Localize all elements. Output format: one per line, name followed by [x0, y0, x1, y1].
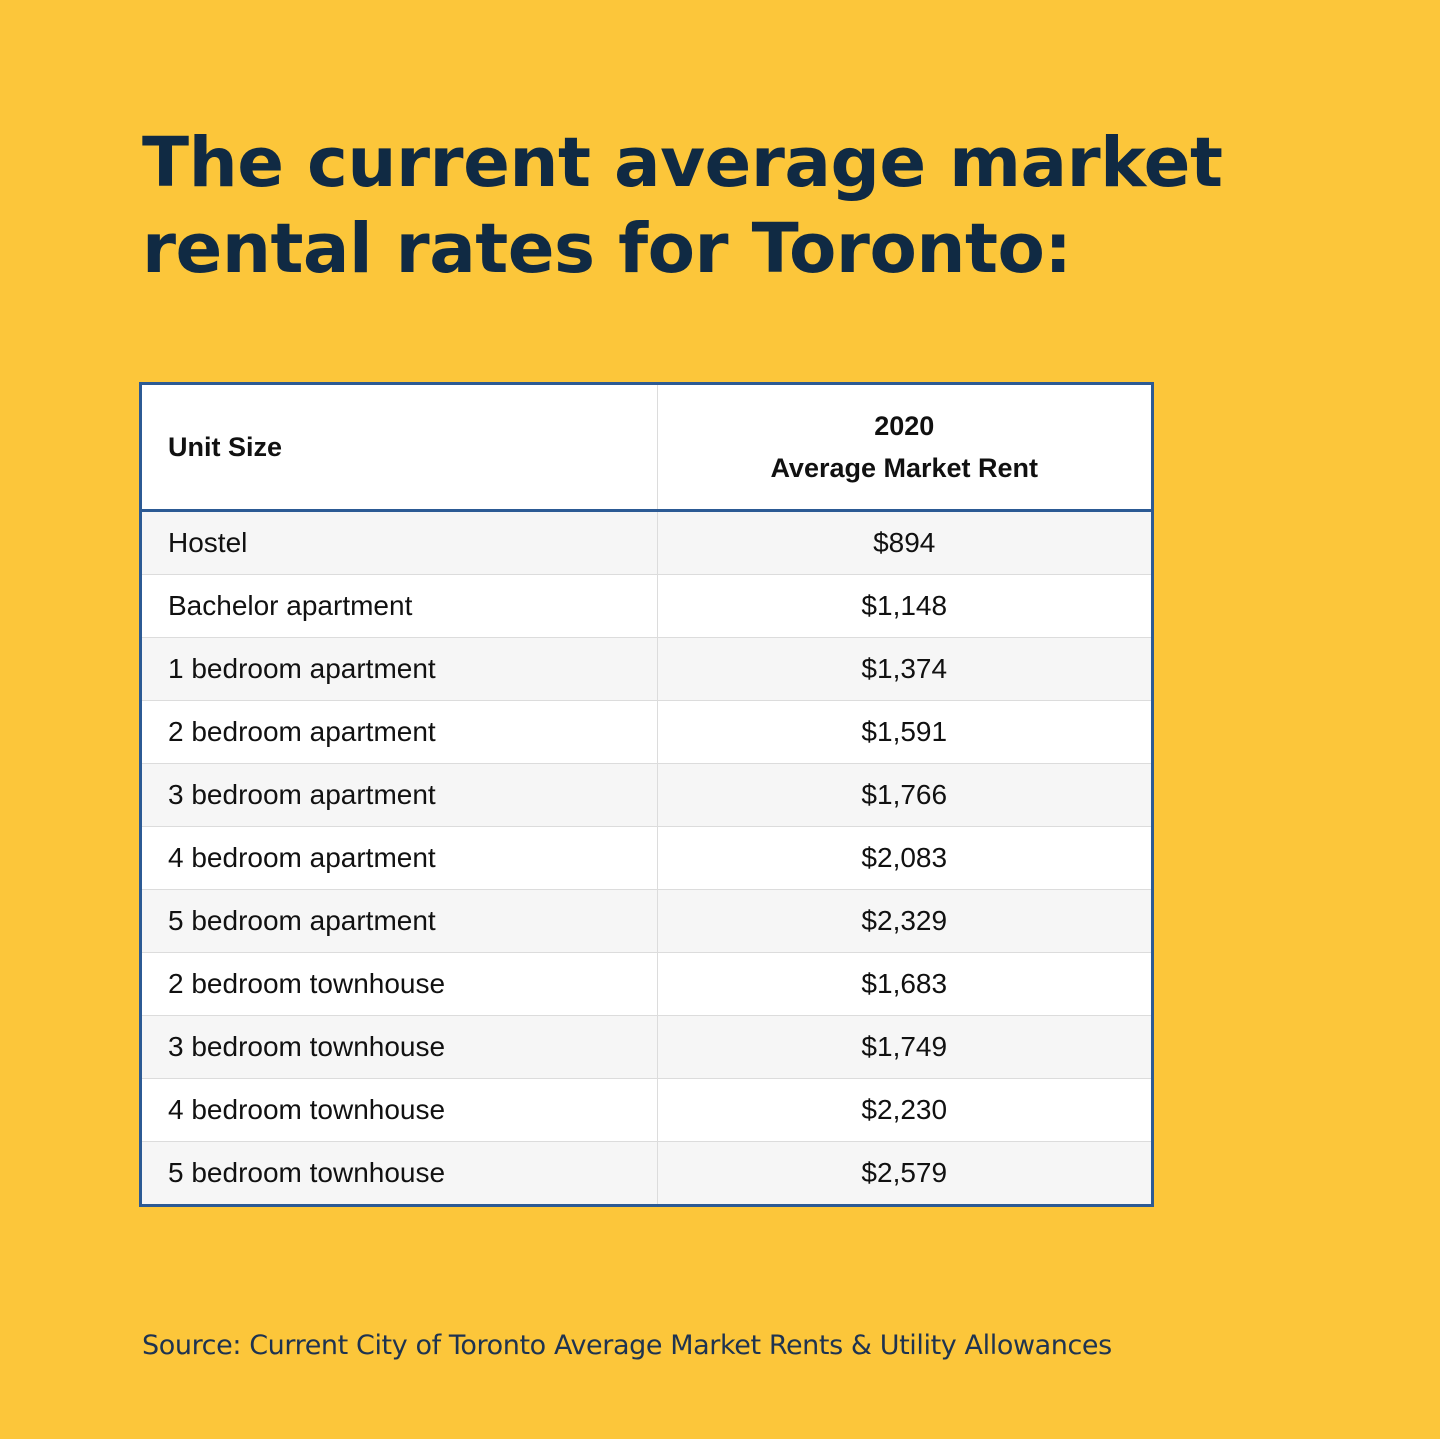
rent-table-container: Unit Size 2020 Average Market Rent Hoste… — [139, 382, 1154, 1207]
header-row: Unit Size 2020 Average Market Rent — [142, 385, 1151, 512]
table-row: 5 bedroom townhouse $2,579 — [142, 1141, 1151, 1204]
average-rent-cell: $1,683 — [657, 952, 1151, 1016]
source-note: Source: Current City of Toronto Average … — [142, 1330, 1112, 1361]
average-rent-cell: $1,148 — [657, 574, 1151, 638]
average-rent-cell: $1,591 — [657, 700, 1151, 764]
table-row: 2 bedroom townhouse $1,683 — [142, 952, 1151, 1016]
unit-size-cell: 1 bedroom apartment — [142, 637, 658, 701]
unit-size-cell: 5 bedroom townhouse — [142, 1141, 658, 1204]
column-header-year: 2020 — [874, 411, 935, 441]
unit-size-cell: 3 bedroom townhouse — [142, 1015, 658, 1079]
unit-size-cell: 4 bedroom townhouse — [142, 1078, 658, 1142]
average-rent-cell: $1,749 — [657, 1015, 1151, 1079]
average-rent-cell: $894 — [657, 510, 1151, 575]
unit-size-cell: 3 bedroom apartment — [142, 763, 658, 827]
average-rent-cell: $2,579 — [657, 1141, 1151, 1204]
unit-size-cell: Bachelor apartment — [142, 574, 658, 638]
table-row: 4 bedroom apartment $2,083 — [142, 826, 1151, 890]
table-row: 2 bedroom apartment $1,591 — [142, 700, 1151, 764]
unit-size-cell: 2 bedroom apartment — [142, 700, 658, 764]
table-row: 3 bedroom townhouse $1,749 — [142, 1015, 1151, 1079]
average-rent-cell: $2,230 — [657, 1078, 1151, 1142]
column-header-rent-label: Average Market Rent — [770, 453, 1039, 483]
title-line-2: rental rates for Toronto: — [142, 209, 1072, 289]
column-header-average-rent: 2020 Average Market Rent — [657, 385, 1151, 512]
average-rent-cell: $2,329 — [657, 889, 1151, 953]
average-rent-cell: $1,766 — [657, 763, 1151, 827]
table-header: Unit Size 2020 Average Market Rent — [142, 385, 1151, 512]
unit-size-cell: 5 bedroom apartment — [142, 889, 658, 953]
table-row: 4 bedroom townhouse $2,230 — [142, 1078, 1151, 1142]
unit-size-cell: 4 bedroom apartment — [142, 826, 658, 890]
average-rent-cell: $1,374 — [657, 637, 1151, 701]
table-row: Bachelor apartment $1,148 — [142, 574, 1151, 638]
table-body: Hostel $894 Bachelor apartment $1,148 1 bedr… — [142, 510, 1151, 1204]
column-header-unit-size: Unit Size — [142, 385, 658, 512]
unit-size-cell: Hostel — [142, 510, 658, 575]
table-row: 1 bedroom apartment $1,374 — [142, 637, 1151, 701]
unit-size-cell: 2 bedroom townhouse — [142, 952, 658, 1016]
average-rent-cell: $2,083 — [657, 826, 1151, 890]
table-row: 3 bedroom apartment $1,766 — [142, 763, 1151, 827]
table-row: 5 bedroom apartment $2,329 — [142, 889, 1151, 953]
title-line-1: The current average market — [142, 123, 1223, 203]
page-title: The current average market rental rates … — [142, 120, 1242, 292]
table-row: Hostel $894 — [142, 510, 1151, 575]
rent-table: Unit Size 2020 Average Market Rent Hoste… — [142, 385, 1151, 1204]
